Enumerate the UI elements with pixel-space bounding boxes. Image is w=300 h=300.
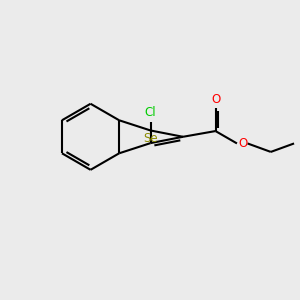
Text: O: O: [211, 93, 220, 106]
Text: O: O: [238, 137, 248, 150]
Text: Se: Se: [143, 132, 158, 145]
Text: Cl: Cl: [145, 106, 156, 119]
